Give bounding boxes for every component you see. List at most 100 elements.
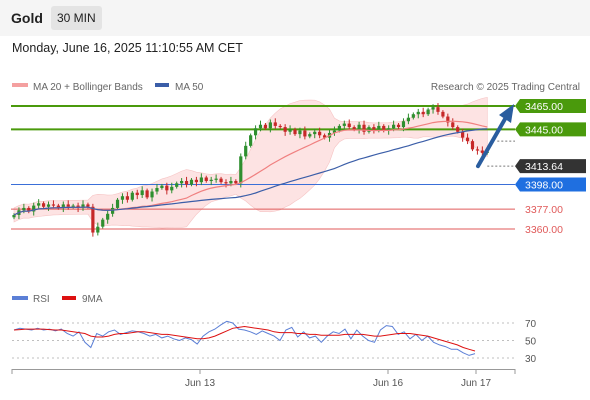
- level-tag-3398.00: 3398.00: [515, 177, 586, 192]
- level-tag-3377.00: 3377.00: [525, 204, 563, 216]
- candle: [288, 125, 292, 135]
- candle: [406, 113, 410, 125]
- candle: [115, 197, 120, 210]
- level-value: 3377.00: [525, 204, 563, 216]
- rsi-legend-swatch: [12, 296, 28, 300]
- candle: [426, 107, 430, 116]
- ma50-legend-label: MA 50: [175, 82, 204, 93]
- candle: [249, 133, 253, 148]
- ma9-legend-swatch: [62, 296, 76, 300]
- moving-averages: [13, 120, 488, 216]
- candle: [46, 201, 51, 211]
- candle: [56, 203, 60, 210]
- candle: [362, 120, 366, 135]
- rsi-tick-70: 70: [525, 319, 537, 330]
- candle: [431, 104, 435, 114]
- rsi-tick-30: 30: [525, 354, 537, 365]
- candle: [278, 124, 282, 129]
- level-value: 3445.00: [525, 124, 563, 136]
- level-tag-3465.00: 3465.00: [515, 99, 586, 113]
- bollinger-bands: [13, 96, 488, 229]
- candle: [155, 183, 159, 195]
- x-axis-labels: Jun 13 Jun 16 Jun 17: [11, 369, 516, 389]
- rsi-tick-50: 50: [525, 337, 537, 348]
- forecast-arrow: [476, 104, 514, 169]
- ma20-legend-swatch: [12, 83, 28, 87]
- timeframe-button[interactable]: 30 MIN: [51, 6, 102, 30]
- x-tick-label: Jun 13: [185, 378, 215, 389]
- price-levels: [11, 105, 515, 230]
- candle: [160, 183, 164, 190]
- candle: [37, 199, 41, 209]
- candle: [12, 213, 16, 220]
- datetime-label: Monday, June 16, 2025 11:10:55 AM CET: [12, 41, 243, 55]
- candle: [396, 122, 401, 129]
- candle: [204, 175, 208, 183]
- candle: [465, 133, 470, 145]
- candle: [441, 110, 445, 119]
- x-tick-label: Jun 16: [373, 378, 403, 389]
- candle: [372, 124, 376, 134]
- candle: [357, 121, 361, 134]
- candle: [239, 153, 243, 188]
- candle: [135, 189, 139, 200]
- candle: [461, 128, 465, 142]
- level-tag-3445.00: 3445.00: [515, 122, 586, 137]
- candle: [145, 188, 149, 200]
- candle: [332, 126, 337, 136]
- credit-label: Research © 2025 Trading Central: [431, 82, 580, 93]
- candle: [293, 127, 297, 136]
- rsi-panel: 70 50 30: [12, 319, 537, 365]
- candle: [298, 127, 302, 139]
- candle: [175, 181, 179, 189]
- candle: [273, 118, 277, 129]
- candle: [219, 176, 223, 184]
- candle: [91, 203, 95, 237]
- candle: [81, 200, 85, 211]
- ma50-line: [13, 128, 488, 216]
- candle: [283, 124, 287, 136]
- candle: [421, 107, 425, 118]
- rsi-ma-line: [13, 325, 476, 352]
- candle: [303, 126, 307, 140]
- candle: [209, 176, 213, 186]
- candle: [165, 182, 169, 195]
- candle: [106, 210, 110, 224]
- candle: [170, 182, 174, 194]
- candle: [253, 125, 258, 140]
- candle: [416, 108, 420, 119]
- level-value: 3398.00: [525, 180, 563, 192]
- candle: [51, 200, 56, 209]
- candle: [96, 222, 100, 236]
- ma50-legend-swatch: [155, 83, 169, 87]
- candle: [214, 174, 218, 183]
- candle: [342, 120, 346, 131]
- candle: [32, 202, 36, 216]
- instrument-title: Gold: [11, 10, 43, 26]
- candle: [184, 176, 189, 188]
- candle: [308, 132, 312, 139]
- candle: [194, 176, 199, 187]
- candle: [244, 141, 248, 160]
- rsi-line: [13, 320, 476, 356]
- rsi-legend-label: RSI: [33, 294, 50, 305]
- candle: [446, 113, 450, 127]
- candle: [125, 192, 129, 203]
- candle: [411, 112, 415, 120]
- bollinger-band-area: [13, 96, 488, 229]
- candle: [313, 128, 317, 139]
- candle: [475, 146, 480, 155]
- candle: [347, 119, 351, 131]
- ma20-legend-label: MA 20 + Bollinger Bands: [33, 82, 143, 93]
- candle: [436, 103, 440, 115]
- header-bar: Gold 30 MIN: [0, 0, 590, 36]
- ma9-legend-label: 9MA: [82, 294, 103, 305]
- candle: [263, 122, 268, 131]
- level-tag-3413.64: 3413.64: [515, 159, 586, 174]
- x-tick-label: Jun 17: [461, 378, 491, 389]
- candle: [470, 139, 475, 152]
- candle: [451, 118, 455, 131]
- candle: [189, 178, 194, 187]
- level-value: 3413.64: [525, 161, 563, 173]
